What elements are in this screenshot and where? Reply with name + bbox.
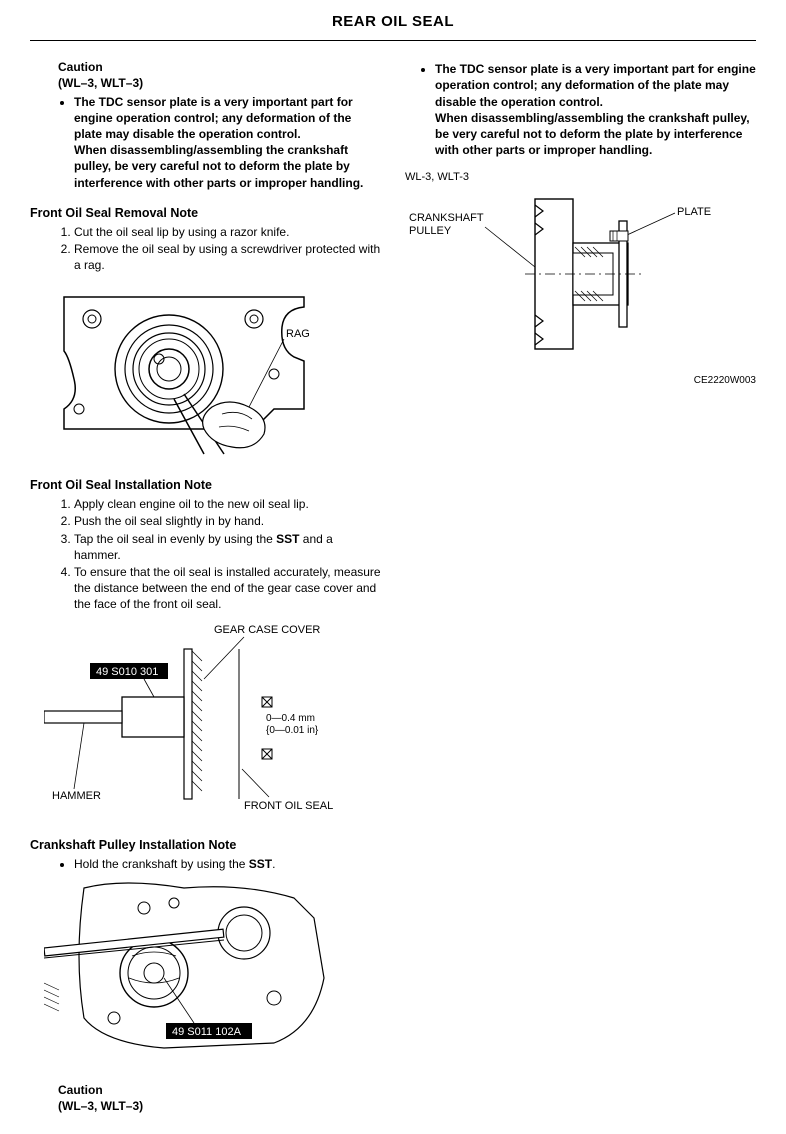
install-step-3: Tap the oil seal in evenly by using the … — [74, 531, 381, 563]
fig-code: CE2220W003 — [405, 374, 756, 388]
figure-crank-svg: 49 S011 102A — [44, 878, 354, 1058]
removal-step-1: Cut the oil seal lip by using a razor kn… — [74, 224, 381, 240]
page-title: REAR OIL SEAL — [30, 12, 756, 32]
right-caution-list: The TDC sensor plate is a very important… — [405, 61, 756, 158]
removal-step-2: Remove the oil seal by using a screwdriv… — [74, 241, 381, 273]
install-step-4: To ensure that the oil seal is installed… — [74, 564, 381, 613]
figure-rag-svg: RAG — [44, 279, 344, 459]
crank-bullet-a: Hold the crankshaft by using the — [74, 857, 249, 871]
figure-sst-install: GEAR CASE COVER — [44, 619, 381, 823]
content-columns: Caution (WL–3, WLT–3) The TDC sensor pla… — [30, 59, 756, 1114]
fig2-dim2: {0—0.01 in} — [266, 725, 319, 736]
fig2-gearcase-label: GEAR CASE COVER — [214, 624, 320, 636]
removal-heading: Front Oil Seal Removal Note — [30, 205, 381, 222]
fig2-dim1: 0—0.4 mm — [266, 713, 315, 724]
fig-pulley-label-2: PULLEY — [409, 225, 452, 237]
install-step-3b: SST — [276, 532, 299, 546]
install-heading: Front Oil Seal Installation Note — [30, 477, 381, 494]
right-caution-bullet: The TDC sensor plate is a very important… — [435, 61, 756, 158]
left-column: Caution (WL–3, WLT–3) The TDC sensor pla… — [30, 59, 381, 1114]
figure-sst-svg: GEAR CASE COVER — [44, 619, 374, 819]
figure-crankshaft: 49 S011 102A — [44, 878, 381, 1062]
caution2-sub: (WL–3, WLT–3) — [58, 1098, 381, 1114]
crank-heading: Crankshaft Pulley Installation Note — [30, 837, 381, 854]
caution1-sub: (WL–3, WLT–3) — [58, 75, 381, 91]
title-rule — [30, 40, 756, 41]
fig2-sst-tag: 49 S010 301 — [96, 666, 158, 678]
install-step-1: Apply clean engine oil to the new oil se… — [74, 496, 381, 512]
fig-pulley-label-1: CRANKSHAFT — [409, 212, 484, 224]
figure-pulley-svg: CRANKSHAFT PULLEY PLATE — [405, 191, 725, 366]
fig2-hammer-label: HAMMER — [52, 790, 101, 802]
caution1-bullet: The TDC sensor plate is a very important… — [74, 94, 381, 191]
figure-rag: RAG — [44, 279, 381, 463]
fig2-frontseal-label: FRONT OIL SEAL — [244, 800, 333, 812]
caution1-label: Caution — [58, 59, 381, 75]
fig-plate-label: PLATE — [677, 206, 711, 218]
caution1-list: The TDC sensor plate is a very important… — [30, 94, 381, 191]
install-step-3a: Tap the oil seal in evenly by using the — [74, 532, 276, 546]
removal-steps: Cut the oil seal lip by using a razor kn… — [30, 224, 381, 274]
right-fig-model: WL-3, WLT-3 — [405, 170, 756, 185]
fig3-sst-tag: 49 S011 102A — [172, 1026, 242, 1038]
caution2-label: Caution — [58, 1082, 381, 1098]
crank-bullet-c: . — [272, 857, 275, 871]
crank-bullet-b: SST — [249, 857, 272, 871]
fig-rag-label: RAG — [286, 328, 310, 340]
crank-bullet: Hold the crankshaft by using the SST. — [74, 856, 381, 872]
figure-pulley-section: CRANKSHAFT PULLEY PLATE — [405, 191, 756, 388]
install-step-2: Push the oil seal slightly in by hand. — [74, 513, 381, 529]
crank-bullets: Hold the crankshaft by using the SST. — [30, 856, 381, 872]
right-column: The TDC sensor plate is a very important… — [405, 59, 756, 1114]
install-steps: Apply clean engine oil to the new oil se… — [30, 496, 381, 612]
